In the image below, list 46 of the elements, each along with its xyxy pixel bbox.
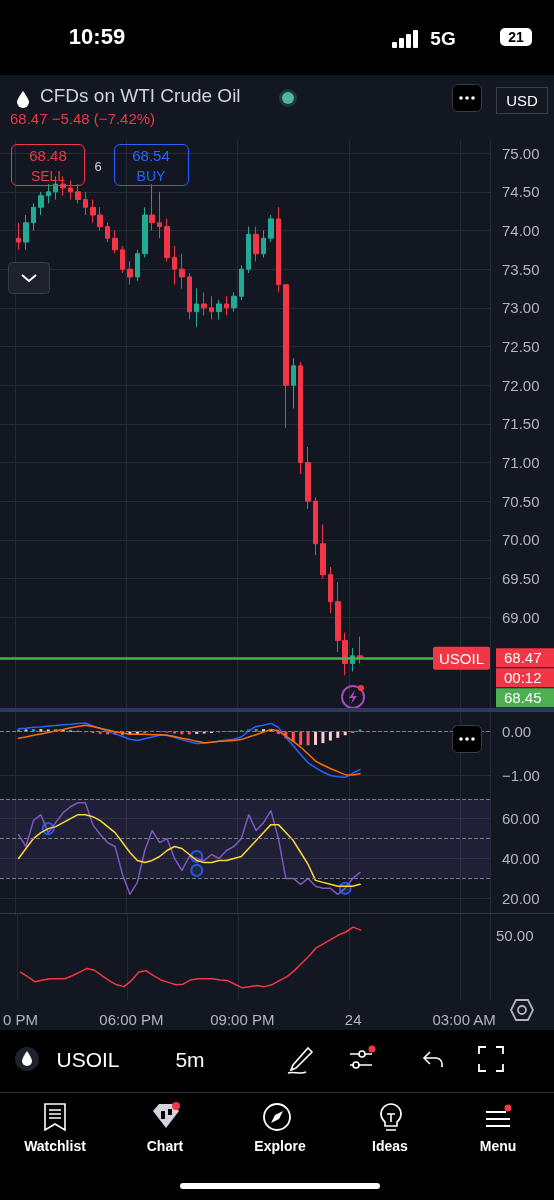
y-tick-label: 70.50 — [502, 492, 540, 510]
y-tick-label: 73.50 — [502, 260, 540, 278]
annotation: SELL — [29, 167, 67, 185]
y-tick-label: 75.00 — [502, 144, 540, 162]
y-tick-label: 74.50 — [502, 183, 540, 201]
y-tick-label: −1.00 — [502, 767, 540, 785]
text: USD — [496, 87, 548, 114]
text: 5m — [174, 1047, 206, 1072]
text: 5G — [429, 27, 457, 50]
y-tick-label: 0.00 — [502, 723, 532, 741]
text: Ideas — [371, 1137, 409, 1155]
y-tick-label: 74.00 — [502, 221, 540, 239]
y-tick-label: 71.50 — [502, 415, 540, 433]
annotation: 6 — [93, 158, 103, 175]
text: USOIL — [55, 1047, 121, 1072]
x-tick-label: 03:00 AM — [432, 1011, 496, 1028]
text: Explore — [253, 1137, 307, 1155]
chart-title: CFDs on WTI Crude Oil — [40, 85, 241, 107]
x-tick-label: 24 — [344, 1011, 362, 1028]
text: 50.00 — [496, 927, 534, 944]
y-tick-label: 73.00 — [502, 299, 540, 317]
text: Menu — [478, 1137, 518, 1155]
text: 10:59 — [67, 24, 127, 50]
y-tick-label: 60.00 — [502, 810, 540, 828]
ref-line-label: USOIL — [438, 649, 484, 667]
y-tick-label: 72.00 — [502, 376, 540, 394]
y-tick-label: 20.00 — [502, 889, 540, 907]
annotation: 68.48 — [28, 146, 68, 165]
y-tick-label: 69.00 — [502, 608, 540, 626]
annotation: BUY — [135, 167, 167, 185]
chart-subtitle: 68.47 −5.48 (−7.42%) — [10, 110, 156, 127]
x-tick-label: 0 PM — [2, 1011, 38, 1028]
y-tick-label: 71.00 — [502, 454, 540, 472]
text: 00:12 — [504, 669, 542, 687]
text: 21 — [500, 28, 532, 46]
text: Watchlist — [23, 1137, 87, 1155]
y-tick-label: 69.50 — [502, 570, 540, 588]
text: Chart — [145, 1137, 185, 1155]
x-tick-label: 09:00 PM — [210, 1011, 275, 1028]
annotation: 68.54 — [131, 146, 171, 165]
y-tick-label: 40.00 — [502, 849, 540, 867]
x-tick-label: 06:00 PM — [99, 1011, 164, 1028]
text: 68.45 — [504, 689, 542, 707]
y-tick-label: 70.00 — [502, 531, 540, 549]
y-tick-label: 72.50 — [502, 338, 540, 355]
text: 68.47 — [504, 649, 542, 667]
